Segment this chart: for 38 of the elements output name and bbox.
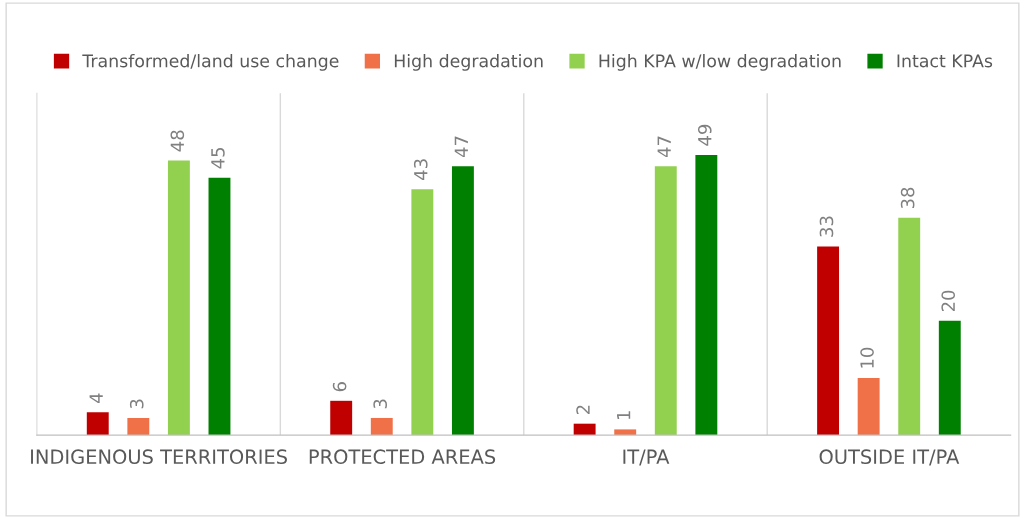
bar	[451, 166, 474, 436]
bar	[938, 320, 961, 436]
legend-label: Intact KPAs	[897, 54, 993, 68]
data-label: 10	[860, 347, 874, 368]
data-label: 43	[413, 159, 428, 180]
bar	[817, 246, 840, 436]
data-label: 3	[373, 399, 388, 409]
bar	[86, 412, 109, 436]
legend-label: Transformed/land use change	[82, 53, 339, 71]
bar	[857, 377, 880, 436]
bar	[370, 417, 393, 436]
bar	[127, 417, 150, 436]
legend-label: High KPA w/low degradation	[599, 53, 841, 71]
bar	[654, 166, 677, 436]
data-label: 38	[900, 187, 915, 209]
bar	[898, 217, 921, 436]
bar	[167, 160, 190, 436]
data-label: 20	[941, 290, 956, 312]
data-label: 33	[819, 216, 834, 237]
data-label: 6	[332, 382, 347, 392]
x-tick-label: INDIGENOUS TERRITORIES	[31, 449, 287, 465]
x-tick-label: OUTSIDE IT/PA	[819, 449, 960, 466]
data-label: 3	[129, 399, 144, 409]
bar	[695, 154, 718, 436]
bar	[330, 400, 353, 436]
data-label: 47	[657, 136, 671, 158]
bar	[208, 177, 231, 436]
data-label: 48	[170, 130, 185, 152]
data-label: 49	[697, 124, 712, 146]
bar	[411, 189, 434, 436]
data-label: 2	[576, 405, 590, 415]
x-tick-label: PROTECTED AREAS	[309, 449, 496, 465]
x-tick-label: IT/PA	[623, 449, 670, 466]
data-label: 1	[617, 411, 631, 420]
data-label: 45	[211, 148, 225, 169]
data-label: 47	[454, 136, 468, 158]
data-label: 4	[89, 393, 103, 404]
legend-label: High degradation	[394, 53, 543, 71]
